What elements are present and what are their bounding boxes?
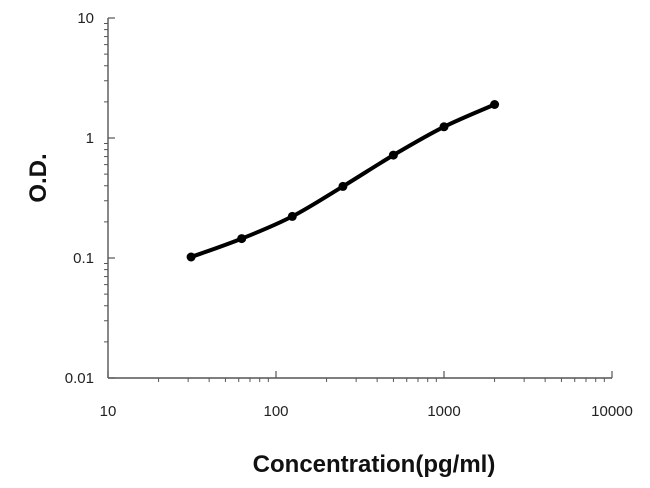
plot-area bbox=[186, 100, 500, 262]
y-tick-label: 0.1 bbox=[73, 250, 94, 267]
y-tick-label: 10 bbox=[77, 10, 94, 27]
data-point bbox=[338, 181, 348, 191]
y-axis-title: O.D. bbox=[25, 153, 52, 202]
data-point bbox=[388, 150, 398, 160]
x-tick-label: 100 bbox=[263, 403, 288, 420]
data-point bbox=[186, 252, 196, 262]
data-point bbox=[439, 122, 449, 132]
axis-tick-labels: 10 1 0.1 0.01 10 100 1000 10000 bbox=[65, 10, 633, 420]
data-point bbox=[490, 100, 500, 109]
x-axis-title: Concentration(pg/ml) bbox=[253, 451, 496, 478]
axes bbox=[107, 18, 612, 379]
data-point bbox=[237, 234, 247, 244]
axis-ticks bbox=[104, 17, 613, 382]
series-curve bbox=[189, 102, 497, 259]
data-point bbox=[287, 211, 297, 221]
x-tick-label: 1000 bbox=[427, 403, 460, 420]
x-tick-label: 10 bbox=[100, 403, 117, 420]
y-tick-label: 0.01 bbox=[65, 370, 94, 387]
y-tick-label: 1 bbox=[86, 130, 94, 147]
x-tick-label: 10000 bbox=[591, 403, 633, 420]
